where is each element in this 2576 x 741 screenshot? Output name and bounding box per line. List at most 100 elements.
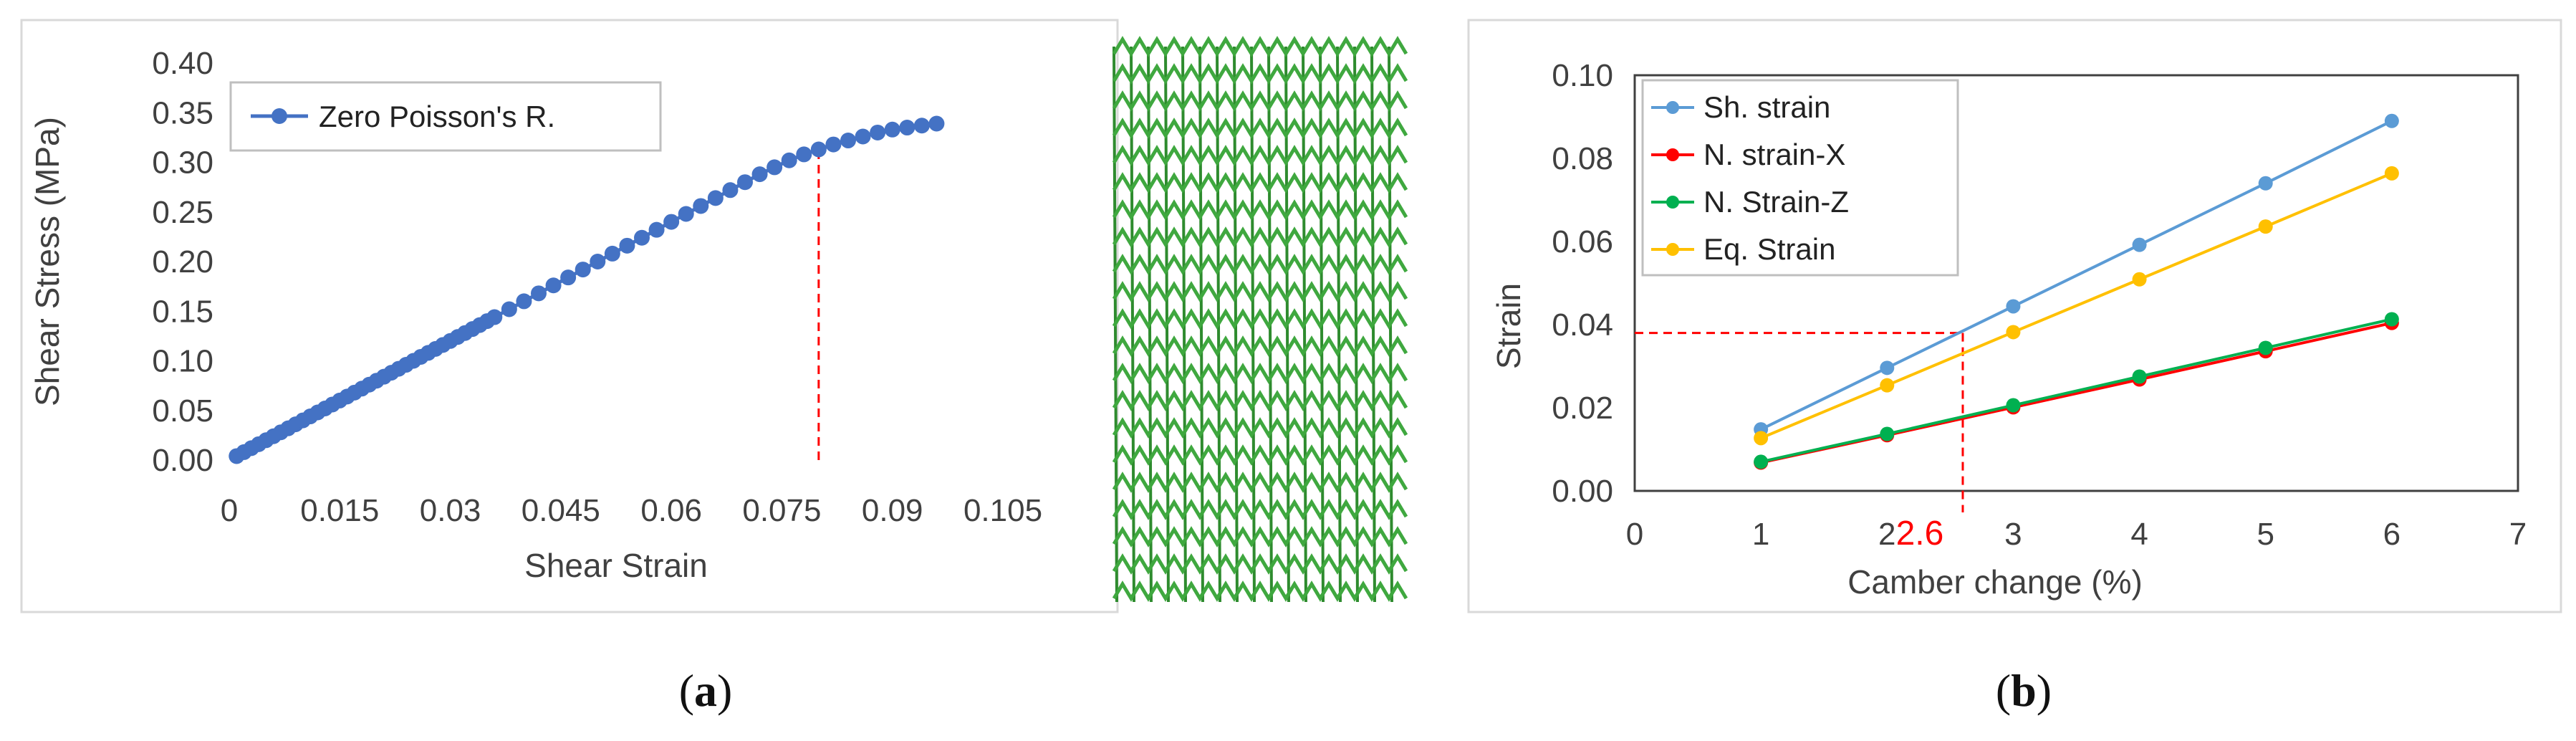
lattice-structure-image — [1112, 36, 1408, 603]
panel-b-legend-marker — [1666, 101, 1679, 114]
panel-b-x-axis-title: Camber change (%) — [1847, 563, 2143, 601]
panel-a-x-tick-label: 0.015 — [300, 493, 379, 528]
panel-b-y-tick-label: 0.04 — [1552, 307, 1613, 343]
panel-b-series-line — [1760, 172, 2393, 440]
panel-b-data-point — [1754, 431, 1769, 446]
panel-a-data-point — [870, 124, 886, 140]
panel-b-x-tick-label: 1 — [1752, 517, 1769, 552]
lattice-chevron-row — [1112, 417, 1408, 439]
panel-a-data-point — [884, 121, 900, 138]
panel-a-data-point — [678, 206, 694, 222]
panel-a-data-point — [928, 115, 945, 132]
panel-a-plot: 0.00 0.05 0.10 0.15 0.20 0.25 0.30 0.35 0.40 0 0.0… — [152, 46, 1042, 528]
panel-b-plot: 0.00 0.02 0.04 0.06 0.08 0.10 0 1 2 3 4 5 6 7 — [1552, 58, 2527, 552]
panel-b-annotation-label: 2.6 — [1896, 515, 1944, 553]
panel-b-y-tick-label: 0.02 — [1552, 391, 1613, 426]
panel-b-data-point — [2132, 272, 2147, 287]
panel-a-data-point — [575, 262, 591, 278]
panel-b-caption: (b) — [1996, 665, 2052, 716]
panel-a-data-point — [663, 214, 680, 230]
lattice-chevron-row — [1112, 145, 1408, 166]
lattice-chevron-row — [1112, 390, 1408, 411]
panel-a-data-point — [501, 301, 517, 317]
panel-b-x-tick-label: 7 — [2509, 517, 2527, 552]
panel-b-data-point — [1880, 360, 1895, 376]
lattice-chevron-row — [1112, 472, 1408, 493]
panel-b-legend-marker — [1666, 243, 1679, 256]
panel-a-data-point — [648, 221, 665, 238]
panel-a-data-point — [810, 141, 827, 158]
panel-a-data-point — [737, 174, 753, 191]
panel-b-x-tick-label: 4 — [2130, 517, 2148, 552]
panel-a-x-axis-title: Shear Strain — [524, 547, 708, 584]
panel-a-x-tick-label: 0 — [221, 493, 238, 528]
panel-b-data-point — [2006, 398, 2021, 413]
lattice-chevron-row — [1112, 308, 1408, 330]
panel-b-caption-letter: b — [2011, 665, 2037, 716]
panel-b-data-point — [2384, 312, 2399, 327]
panel-a-data-point — [766, 159, 783, 176]
panel-a-data-point — [604, 245, 620, 262]
panel-b-series-line — [1760, 317, 2393, 464]
panel-b-data-point — [1754, 454, 1769, 469]
panel-a-data-point — [707, 190, 724, 206]
panel-a-data-point — [840, 133, 856, 149]
panel-a-y-tick-label: 0.15 — [152, 294, 213, 329]
lattice-chevron-row — [1112, 335, 1408, 357]
lattice-chevron-row — [1112, 90, 1408, 112]
panel-b-legend-marker — [1666, 148, 1679, 161]
panel-b-legend: Sh. strain N. strain-X N. Strain-Z Eq. Stra… — [1641, 79, 1959, 277]
panel-a-data-point — [619, 237, 635, 254]
panel-b-data-point — [2258, 176, 2273, 191]
panel-a-y-tick-label: 0.05 — [152, 393, 213, 429]
panel-a-caption-letter: a — [694, 665, 717, 716]
panel-b-x-tick-label: 0 — [1626, 517, 1643, 552]
panel-a-data-point — [693, 198, 709, 214]
panel-b-series-line — [1760, 120, 2393, 431]
panel-b-x-tick-label: 6 — [2383, 517, 2400, 552]
panel-a-y-tick-label: 0.10 — [152, 344, 213, 379]
panel-b-legend-label: Sh. strain — [1703, 90, 1830, 124]
panel-a-y-tick-label: 0.30 — [152, 145, 213, 181]
panel-b-legend-label: N. Strain-Z — [1703, 185, 1849, 219]
panel-b-data-point — [2384, 166, 2399, 181]
panel-a-x-tick-label: 0.06 — [640, 493, 702, 528]
panel-b-data-point — [2006, 299, 2021, 314]
panel-a-y-tick-label: 0.00 — [152, 443, 213, 478]
panel-a-data-point — [516, 293, 532, 310]
panel-a-y-tick-label: 0.35 — [152, 95, 213, 130]
panel-b-x-tick-label: 5 — [2257, 517, 2274, 552]
panel-a-data-point — [722, 182, 739, 199]
panel-b-legend-marker — [1666, 196, 1679, 209]
panel-b-y-axis-title: Strain — [1490, 283, 1527, 369]
panel-b-data-point — [1880, 378, 1895, 393]
panel-a-x-tick-label: 0.075 — [742, 493, 821, 528]
panel-a-legend-marker — [271, 108, 287, 124]
panel-a-data-point — [825, 136, 842, 153]
panel-a-data-point — [486, 309, 503, 325]
lattice-chevron-row — [1112, 444, 1408, 466]
panel-a-data-point — [796, 146, 812, 163]
panel-b-y-tick-label: 0.08 — [1552, 141, 1613, 176]
panel-a-y-tick-label: 0.20 — [152, 244, 213, 279]
panel-a-x-tick-label: 0.105 — [963, 493, 1042, 528]
lattice-chevron-row — [1112, 63, 1408, 85]
panel-b-y-tick-label: 0.10 — [1552, 58, 1613, 93]
lattice-chevron-row — [1112, 36, 1408, 57]
lattice-chevron-row — [1112, 363, 1408, 384]
panel-b-data-point — [2006, 325, 2021, 340]
panel-b-data-point — [2132, 237, 2147, 252]
panel-b-y-tick-label: 0.00 — [1552, 474, 1613, 509]
panel-a-data-point — [634, 229, 650, 246]
panel-a-data-point — [590, 254, 606, 269]
lattice-chevron-row — [1112, 254, 1408, 275]
panel-a-data-point — [855, 128, 871, 145]
panel-a-y-tick-label: 0.25 — [152, 195, 213, 230]
lattice-chevron-row — [1112, 580, 1408, 602]
panel-b-legend-label: Eq. Strain — [1703, 232, 1835, 266]
panel-b-data-point — [2132, 369, 2147, 384]
panel-a-data-point — [560, 269, 577, 286]
panel-b-x-tick-label: 2 — [1878, 517, 1895, 552]
panel-b-legend-label: N. strain-X — [1703, 138, 1845, 171]
